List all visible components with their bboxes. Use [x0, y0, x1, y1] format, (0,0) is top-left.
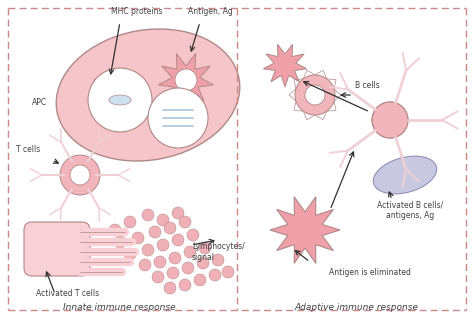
Circle shape	[70, 165, 90, 185]
Text: APC: APC	[32, 98, 47, 107]
Circle shape	[184, 246, 196, 258]
Circle shape	[187, 229, 199, 241]
Circle shape	[154, 256, 166, 268]
Circle shape	[179, 279, 191, 291]
Circle shape	[209, 269, 221, 281]
Circle shape	[88, 68, 152, 132]
Circle shape	[132, 232, 144, 244]
Circle shape	[172, 234, 184, 246]
Circle shape	[295, 75, 335, 115]
Ellipse shape	[374, 156, 437, 194]
Circle shape	[109, 224, 121, 236]
Text: Activated T cells: Activated T cells	[36, 289, 100, 298]
Circle shape	[64, 159, 96, 191]
Circle shape	[139, 259, 151, 271]
Ellipse shape	[56, 29, 240, 161]
Text: Activated B cells/
antigens, Ag: Activated B cells/ antigens, Ag	[377, 200, 443, 220]
Circle shape	[142, 244, 154, 256]
Ellipse shape	[109, 95, 131, 105]
Circle shape	[124, 248, 136, 260]
Circle shape	[157, 214, 169, 226]
Circle shape	[60, 155, 100, 195]
Circle shape	[142, 209, 154, 221]
Text: MHC proteins: MHC proteins	[111, 7, 163, 16]
Circle shape	[167, 267, 179, 279]
Circle shape	[197, 257, 209, 269]
Circle shape	[182, 262, 194, 274]
Circle shape	[372, 102, 408, 138]
FancyBboxPatch shape	[24, 222, 90, 276]
Circle shape	[149, 226, 161, 238]
Polygon shape	[264, 44, 307, 87]
Circle shape	[194, 274, 206, 286]
Circle shape	[148, 88, 208, 148]
Circle shape	[157, 239, 169, 251]
Circle shape	[199, 242, 211, 254]
Circle shape	[169, 252, 181, 264]
Circle shape	[164, 282, 176, 294]
Ellipse shape	[124, 83, 142, 91]
Circle shape	[222, 266, 234, 278]
Text: Antigen, Ag: Antigen, Ag	[188, 7, 232, 16]
Circle shape	[305, 85, 325, 105]
Circle shape	[152, 271, 164, 283]
Ellipse shape	[94, 78, 112, 86]
Circle shape	[124, 216, 136, 228]
Text: Innate immune response: Innate immune response	[63, 303, 175, 312]
Circle shape	[114, 236, 126, 248]
Circle shape	[372, 102, 408, 138]
Polygon shape	[270, 197, 340, 263]
Text: Lymphocytes/
signal: Lymphocytes/ signal	[192, 242, 245, 262]
Circle shape	[179, 216, 191, 228]
Circle shape	[172, 207, 184, 219]
Polygon shape	[158, 54, 214, 108]
Text: B cells: B cells	[355, 81, 380, 90]
Text: Antigen is eliminated: Antigen is eliminated	[329, 268, 411, 277]
Text: T cells: T cells	[16, 145, 40, 154]
Ellipse shape	[111, 70, 129, 78]
Circle shape	[212, 254, 224, 266]
Circle shape	[164, 222, 176, 234]
Circle shape	[175, 69, 197, 91]
Text: Adaptive immune response: Adaptive immune response	[294, 303, 418, 312]
